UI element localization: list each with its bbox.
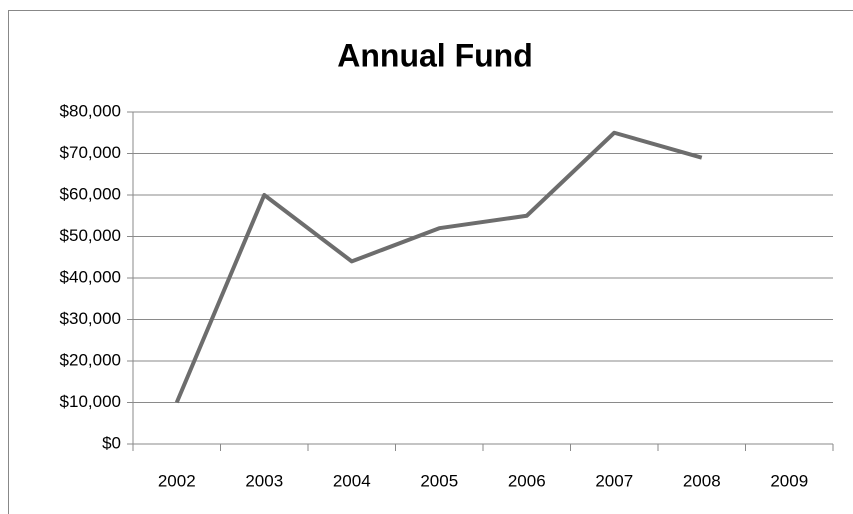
x-tick-label: 2004 xyxy=(333,471,371,490)
x-tick-label: 2002 xyxy=(158,471,196,490)
x-tick-label: 2005 xyxy=(420,471,458,490)
y-tick-label: $30,000 xyxy=(60,309,121,328)
y-tick-label: $40,000 xyxy=(60,267,121,286)
chart-frame xyxy=(8,10,853,514)
y-tick-label: $70,000 xyxy=(60,143,121,162)
y-tick-label: $50,000 xyxy=(60,226,121,245)
y-tick-label: $10,000 xyxy=(60,392,121,411)
x-tick-label: 2009 xyxy=(770,471,808,490)
data-line xyxy=(174,130,703,404)
x-tick-label: 2007 xyxy=(595,471,633,490)
x-tick-label: 2003 xyxy=(245,471,283,490)
chart-title: Annual Fund xyxy=(337,37,533,73)
y-tick-label: $20,000 xyxy=(60,350,121,369)
x-tick-label: 2006 xyxy=(508,471,546,490)
x-tick-label: 2008 xyxy=(683,471,721,490)
y-tick-label: $80,000 xyxy=(60,101,121,120)
y-tick-label: $60,000 xyxy=(60,184,121,203)
y-tick-label: $0 xyxy=(102,433,121,452)
